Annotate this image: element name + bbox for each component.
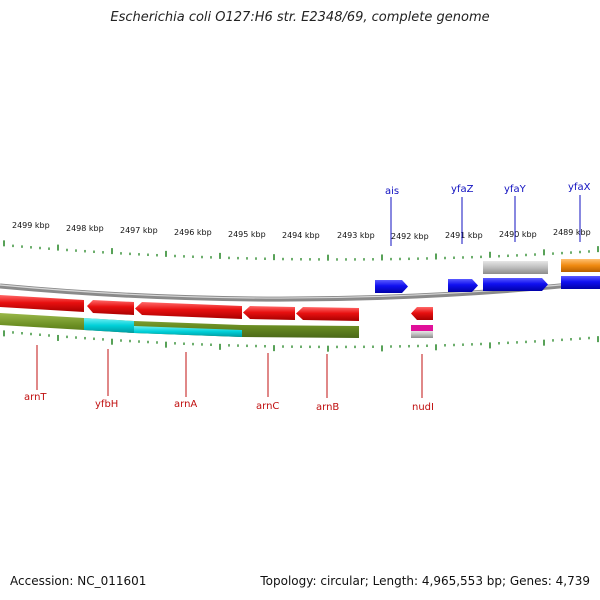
gene-labels-top: ais yfaZ yfaY yfaX	[385, 182, 591, 246]
forward-genes	[375, 259, 600, 293]
scale-label: 2490 kbp	[499, 230, 537, 239]
gene-yfaY[interactable]	[483, 278, 548, 291]
gene-label-yfaX[interactable]: yfaX	[568, 182, 591, 193]
feature-orange-yfaX[interactable]	[561, 259, 600, 272]
scale-label: 2492 kbp	[391, 232, 429, 241]
gene-arnB[interactable]	[296, 307, 359, 321]
gene-label-yfaY[interactable]: yfaY	[504, 184, 527, 195]
feature-grey-yfaY[interactable]	[483, 261, 548, 274]
gene-label-arnB[interactable]: arnB	[316, 402, 339, 413]
gene-yfaX[interactable]	[561, 276, 600, 289]
gene-label-arnA[interactable]: arnA	[174, 399, 197, 410]
accession-text: Accession: NC_011601	[10, 574, 147, 588]
gene-label-yfbH[interactable]: yfbH	[95, 399, 118, 410]
gene-label-ais[interactable]: ais	[385, 186, 399, 197]
scale-label: 2499 kbp	[12, 221, 50, 230]
gene-arnT[interactable]	[0, 295, 84, 312]
feature-magenta-nudI[interactable]	[411, 325, 433, 331]
gene-ais[interactable]	[375, 280, 408, 293]
gene-arnC[interactable]	[243, 306, 295, 320]
gene-label-arnT[interactable]: arnT	[24, 392, 47, 403]
gene-yfaZ[interactable]	[448, 279, 478, 292]
feature-grey-nudI[interactable]	[411, 331, 433, 338]
scale-label: 2498 kbp	[66, 224, 104, 233]
gene-labels-bottom: arnT yfbH arnA arnC arnB nudI	[24, 345, 434, 413]
feature-cyan-yfbH[interactable]	[84, 318, 134, 333]
feature-cyan-arnA[interactable]	[134, 326, 242, 337]
scale-ticks-outer	[3, 240, 599, 261]
scale-label: 2489 kbp	[553, 228, 591, 237]
genome-summary-text: Topology: circular; Length: 4,965,553 bp…	[260, 574, 590, 588]
scale-label: 2495 kbp	[228, 230, 266, 239]
scale-label: 2494 kbp	[282, 231, 320, 240]
gene-yfbH[interactable]	[87, 300, 134, 315]
scale-label: 2496 kbp	[174, 228, 212, 237]
gene-label-yfaZ[interactable]: yfaZ	[451, 184, 474, 195]
scale-label: 2491 kbp	[445, 231, 483, 240]
gene-label-nudI[interactable]: nudI	[412, 402, 434, 413]
scale-ticks-inner	[3, 330, 599, 352]
gene-label-arnC[interactable]: arnC	[256, 401, 279, 412]
scale-label: 2493 kbp	[337, 231, 375, 240]
gene-arnA[interactable]	[135, 302, 242, 319]
scale-label: 2497 kbp	[120, 226, 158, 235]
reverse-genes	[0, 295, 433, 321]
gene-nudI[interactable]	[411, 307, 433, 320]
annotation-band	[0, 313, 433, 338]
map-title: Escherichia coli O127:H6 str. E2348/69, …	[110, 10, 490, 25]
scale-labels: 2499 kbp 2498 kbp 2497 kbp 2496 kbp 2495…	[12, 221, 591, 241]
